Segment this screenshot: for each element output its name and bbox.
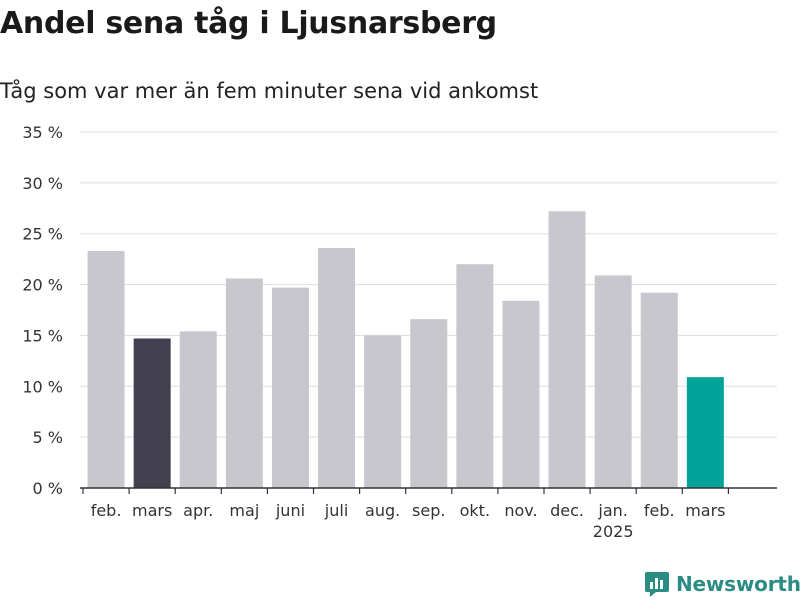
bar-dec	[548, 211, 586, 488]
y-tick-label: 15 %	[22, 326, 63, 345]
bar-mars	[686, 377, 724, 488]
bar-sep	[410, 319, 448, 488]
x-tick-label: sep.	[412, 501, 445, 520]
bar-feb	[640, 292, 678, 488]
bar-aug	[364, 335, 402, 488]
x-tick-label: mars	[132, 501, 172, 520]
bar-jan	[594, 275, 632, 488]
y-tick-label: 20 %	[22, 276, 63, 295]
x-tick-label: aug.	[365, 501, 400, 520]
newsworthy-logo-icon	[645, 572, 669, 597]
x-tick-label: mars	[685, 501, 725, 520]
bar-juni	[271, 287, 309, 488]
y-axis-labels: 0 % 5 % 10 % 15 % 20 % 25 % 30 % 35 %	[22, 123, 63, 498]
bar-nov	[502, 300, 540, 488]
x-year-label: 2025	[593, 522, 634, 541]
x-axis	[80, 487, 777, 494]
bars	[87, 211, 724, 488]
bar-maj	[225, 278, 263, 488]
bar-mars	[133, 338, 171, 488]
x-tick-label: juli	[324, 501, 348, 520]
x-axis-labels: feb. mars apr. maj juni juli aug. sep. okt. nov. d…	[91, 501, 726, 541]
x-tick-label: feb.	[91, 501, 122, 520]
x-tick-label: apr.	[183, 501, 213, 520]
chart-title: Andel sena tåg i Ljusnarsberg	[0, 6, 497, 41]
x-tick-label: nov.	[504, 501, 537, 520]
newsworthy-logo-text: Newsworthy	[676, 572, 800, 596]
bar-juli	[318, 247, 356, 488]
x-tick-label: jan.	[597, 501, 627, 520]
x-tick-label: juni	[275, 501, 305, 520]
y-tick-label: 35 %	[22, 123, 63, 142]
chart-subtitle: Tåg som var mer än fem minuter sena vid …	[0, 79, 539, 103]
x-tick-label: dec.	[550, 501, 584, 520]
y-tick-label: 5 %	[33, 428, 63, 447]
y-tick-label: 30 %	[22, 174, 63, 193]
y-tick-label: 0 %	[33, 479, 63, 498]
y-tick-label: 25 %	[22, 225, 63, 244]
newsworthy-logo: Newsworthy	[644, 570, 800, 598]
bar-okt	[456, 264, 494, 488]
bar-apr	[179, 331, 217, 488]
y-tick-label: 10 %	[22, 377, 63, 396]
bar-feb	[87, 251, 125, 488]
x-tick-label: feb.	[644, 501, 675, 520]
x-tick-label: maj	[229, 501, 259, 520]
x-tick-label: okt.	[460, 501, 490, 520]
